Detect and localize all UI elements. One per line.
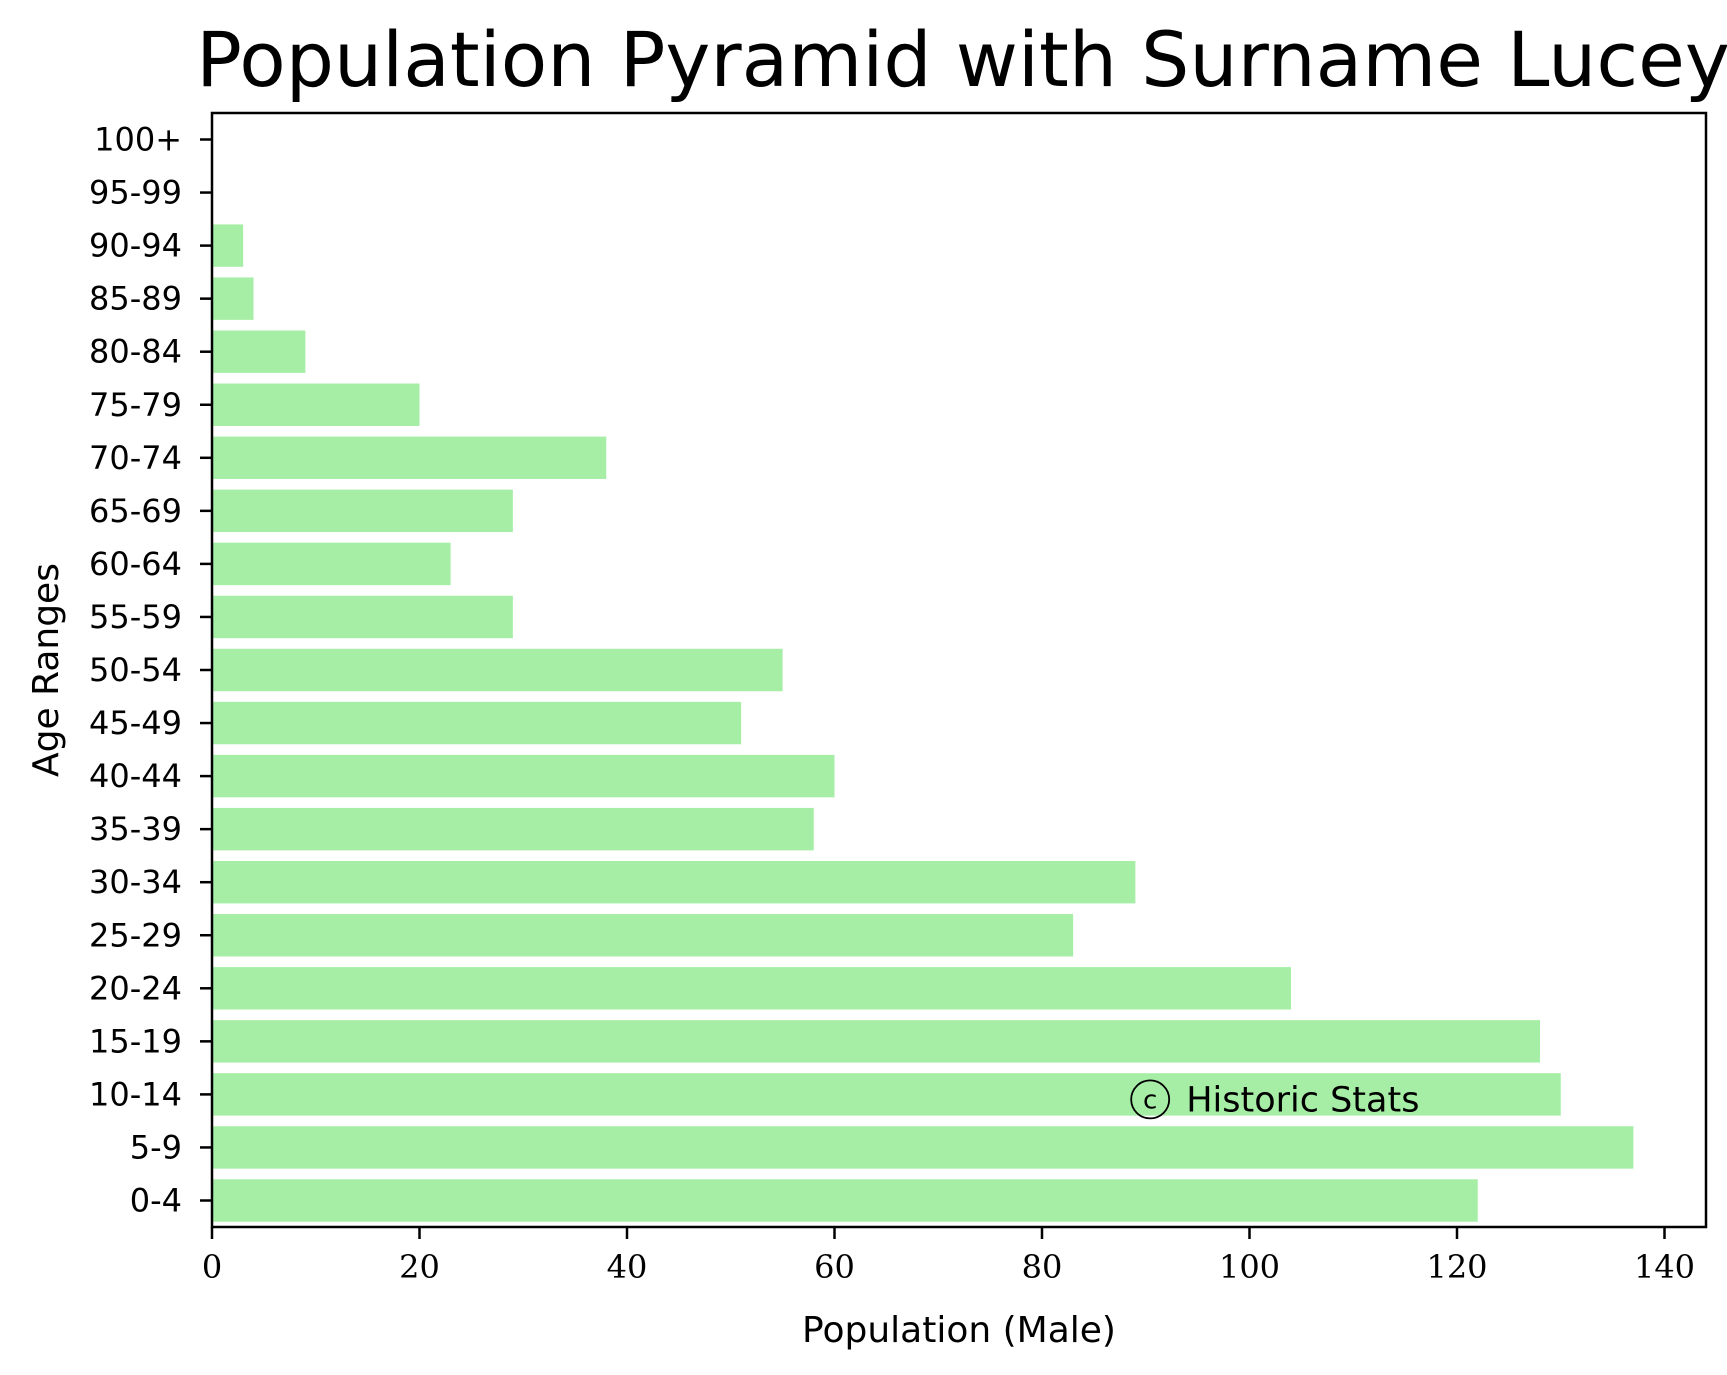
bar-20-24 xyxy=(212,967,1291,1010)
bar-90-94 xyxy=(212,224,244,267)
bar-5-9 xyxy=(212,1126,1634,1169)
x-tick-label: 100 xyxy=(1219,1248,1280,1286)
y-tick-label: 30-34 xyxy=(89,863,182,901)
y-axis-label: Age Ranges xyxy=(26,563,67,777)
x-tick-label: 40 xyxy=(607,1248,648,1286)
y-tick-label: 75-79 xyxy=(89,386,182,424)
x-axis-label: Population (Male) xyxy=(802,1310,1116,1351)
y-tick-label: 90-94 xyxy=(89,227,182,265)
x-tick-label: 120 xyxy=(1426,1248,1487,1286)
y-tick-label: 85-89 xyxy=(89,280,182,318)
y-tick-label: 60-64 xyxy=(89,545,182,583)
bar-70-74 xyxy=(212,436,607,480)
y-tick-label: 95-99 xyxy=(89,174,182,212)
y-tick-label: 20-24 xyxy=(89,969,182,1007)
bar-0-4 xyxy=(212,1179,1478,1222)
x-tick-label: 80 xyxy=(1022,1248,1063,1286)
bar-50-54 xyxy=(212,648,783,692)
bar-65-69 xyxy=(212,489,513,533)
y-axis-ticks: 0-4 5-9 10-14 15-19 20-24 25-29 30-34 35-39 40-4… xyxy=(89,121,212,1220)
bar-35-39 xyxy=(212,807,814,851)
y-tick-label: 35-39 xyxy=(89,810,182,848)
chart-title: Population Pyramid with Surname Lucey xyxy=(196,15,1727,104)
y-tick-label: 5-9 xyxy=(130,1128,182,1166)
y-tick-label: 65-69 xyxy=(89,492,182,530)
bar-15-19 xyxy=(212,1020,1540,1063)
bar-25-29 xyxy=(212,914,1074,957)
bar-30-34 xyxy=(212,860,1136,904)
bars-group xyxy=(212,224,1634,1222)
copyright-icon xyxy=(1130,1079,1171,1120)
bar-80-84 xyxy=(212,330,306,373)
watermark-text: Historic Stats xyxy=(1186,1080,1419,1120)
bar-55-59 xyxy=(212,595,513,639)
bar-10-14 xyxy=(212,1073,1561,1116)
y-tick-label: 80-84 xyxy=(89,333,182,371)
x-tick-label: 20 xyxy=(399,1248,440,1286)
y-tick-label: 40-44 xyxy=(89,757,182,795)
bar-60-64 xyxy=(212,542,451,586)
y-tick-label: 45-49 xyxy=(89,704,182,742)
y-tick-label: 50-54 xyxy=(89,651,182,689)
bar-45-49 xyxy=(212,701,742,745)
y-tick-label: 0-4 xyxy=(130,1182,182,1220)
y-tick-label: 55-59 xyxy=(89,598,182,636)
y-tick-label: 25-29 xyxy=(89,916,182,954)
y-tick-label: 70-74 xyxy=(89,439,182,477)
y-tick-label: 10-14 xyxy=(89,1075,182,1113)
bar-75-79 xyxy=(212,383,420,426)
y-tick-label: 15-19 xyxy=(89,1022,182,1060)
watermark-annotation: c Historic Stats xyxy=(1130,1079,1419,1120)
copyright-symbol: c xyxy=(1143,1085,1157,1115)
bar-40-44 xyxy=(212,754,835,798)
x-tick-label: 140 xyxy=(1634,1248,1695,1286)
x-tick-label: 60 xyxy=(814,1248,855,1286)
bar-85-89 xyxy=(212,277,254,320)
y-tick-label: 100+ xyxy=(94,121,182,159)
x-axis-ticks: 0 20 40 60 80 100 120 140 xyxy=(202,1227,1695,1286)
x-tick-label: 0 xyxy=(202,1248,222,1286)
